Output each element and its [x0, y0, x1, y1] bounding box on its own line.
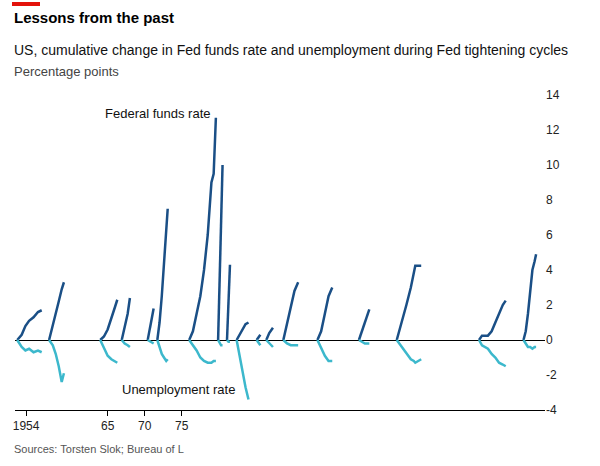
svg-text:0: 0	[546, 333, 553, 347]
svg-text:65: 65	[101, 419, 115, 433]
svg-text:1954: 1954	[13, 419, 40, 433]
svg-text:-2: -2	[546, 368, 557, 382]
svg-text:12: 12	[546, 123, 560, 137]
svg-text:Lessons from the past: Lessons from the past	[14, 9, 174, 26]
svg-text:Unemployment rate: Unemployment rate	[122, 382, 235, 397]
svg-text:2: 2	[546, 298, 553, 312]
svg-text:6: 6	[546, 228, 553, 242]
svg-text:10: 10	[546, 158, 560, 172]
svg-text:14: 14	[546, 88, 560, 102]
svg-text:75: 75	[175, 419, 189, 433]
svg-text:Federal funds rate: Federal funds rate	[105, 106, 211, 121]
svg-text:-4: -4	[546, 403, 557, 417]
svg-text:70: 70	[138, 419, 152, 433]
svg-text:4: 4	[546, 263, 553, 277]
svg-text:Sources: Torsten Slok; Bureau: Sources: Torsten Slok; Bureau of L	[14, 443, 184, 455]
svg-text:8: 8	[546, 193, 553, 207]
svg-text:US, cumulative change in Fed f: US, cumulative change in Fed funds rate …	[14, 42, 568, 58]
svg-text:Percentage points: Percentage points	[14, 64, 119, 79]
